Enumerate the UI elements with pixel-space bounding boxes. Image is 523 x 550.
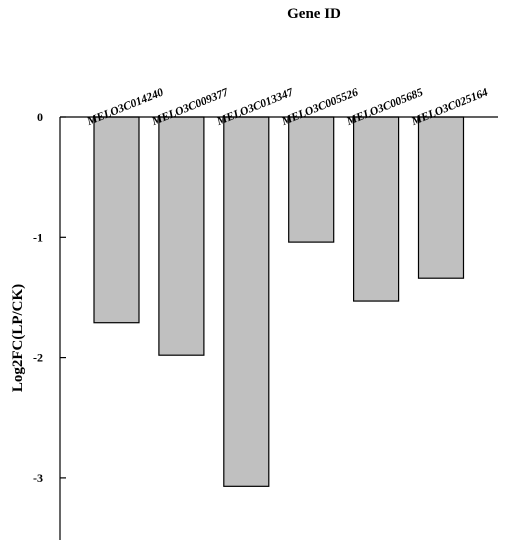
chart-title: Gene ID [287,6,341,22]
bar-melo3c005685 [353,116,400,302]
bar-melo3c025164 [417,116,465,279]
y-tick-label: 0 [37,110,43,124]
y-ticks-group: 0 -1 -2 -3 [33,110,66,485]
bars-group [93,116,465,487]
bar-melo3c009377 [158,116,205,356]
y-tick-label: -2 [33,351,43,365]
y-tick-label: -1 [33,230,43,244]
bar-melo3c013347 [223,116,270,487]
bar-melo3c014240 [93,116,140,324]
y-axis-label: Log2FC(LP/CK) [10,284,26,392]
y-tick-label: -3 [33,471,43,485]
bar-melo3c005526 [288,116,335,243]
category-labels-group: MELO3C014240MELO3C009377MELO3C013347MELO… [85,86,490,128]
